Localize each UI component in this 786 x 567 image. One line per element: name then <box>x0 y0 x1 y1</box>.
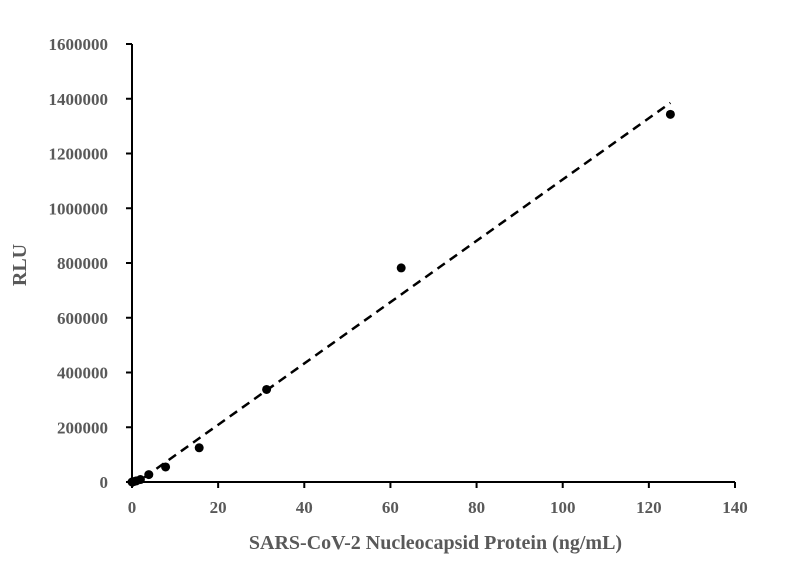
data-point <box>396 263 406 273</box>
data-point <box>135 475 145 485</box>
x-ticks: 0 20 40 60 80 100 120 140 <box>128 482 748 517</box>
y-tick-label: 1400000 <box>49 90 109 109</box>
y-axis-title: RLU <box>9 244 31 286</box>
data-point <box>161 462 171 472</box>
y-tick-label: 600000 <box>57 309 108 328</box>
x-tick-label: 20 <box>210 498 227 517</box>
x-tick-label: 0 <box>128 498 137 517</box>
y-tick-label: 1600000 <box>49 35 109 54</box>
x-tick-label: 80 <box>468 498 485 517</box>
x-tick-label: 40 <box>296 498 313 517</box>
y-tick-label: 1200000 <box>49 145 109 164</box>
x-tick-label: 140 <box>722 498 748 517</box>
data-point <box>194 443 204 453</box>
data-point <box>144 470 154 480</box>
axes <box>131 44 735 483</box>
x-axis-title: SARS-CoV-2 Nucleocapsid Protein (ng/mL) <box>249 532 622 554</box>
y-tick-label: 400000 <box>57 364 108 383</box>
trendline-group <box>131 101 672 488</box>
x-tick-label: 60 <box>382 498 399 517</box>
data-points <box>127 109 675 487</box>
y-tick-label: 1000000 <box>49 199 109 218</box>
x-tick-label: 100 <box>550 498 576 517</box>
y-tick-label: 200000 <box>57 418 108 437</box>
y-tick-label: 800000 <box>57 254 108 273</box>
y-tick-label: 0 <box>100 473 109 492</box>
trendline <box>131 101 672 488</box>
data-point <box>665 109 675 119</box>
x-tick-label: 120 <box>636 498 662 517</box>
data-point <box>262 384 272 394</box>
y-ticks: 0 200000 400000 600000 800000 1000000 1200000 1… <box>49 35 132 492</box>
